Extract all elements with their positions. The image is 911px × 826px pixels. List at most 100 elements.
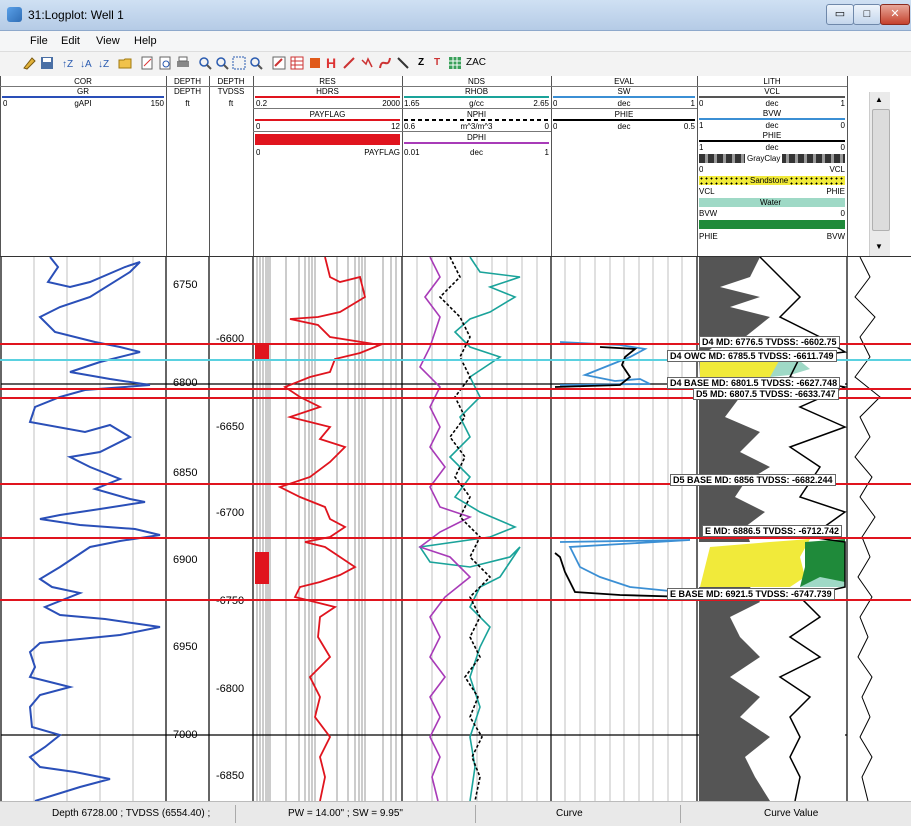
marker-line-d4-owc[interactable] (0, 359, 911, 361)
tvdss-label-6650: -6650 (216, 421, 245, 433)
depth-md-label: DEPTH (173, 87, 202, 96)
vcl-min: 0 (699, 99, 704, 108)
track-title-depth: DEPTH (173, 77, 202, 86)
dphi-unit: dec (470, 148, 483, 157)
grayclay-label: GrayClay (745, 154, 783, 163)
edit-document-icon[interactable] (140, 56, 154, 70)
zac-button[interactable]: ZAC (466, 57, 486, 68)
hydrocarbon-right: BVW (826, 232, 845, 241)
bvw-max: 0 (840, 121, 845, 130)
marker-line-d5-base[interactable] (0, 483, 911, 485)
marker-line-d4-base[interactable] (0, 388, 911, 390)
zoom-reset-icon[interactable] (249, 56, 263, 70)
sort-ascending-icon[interactable]: ↑Z (62, 56, 76, 70)
tvdss-label-6750: -6750 (216, 595, 245, 607)
depth-label-6850: 6850 (173, 467, 198, 479)
phie-lith-scale-line (699, 140, 845, 142)
marker-line-e-base[interactable] (0, 599, 911, 601)
curve-name-hdrs: HDRS (316, 87, 339, 96)
folder-icon[interactable] (118, 56, 132, 70)
status-pw-sw: PW = 14.00" ; SW = 9.95" (288, 808, 403, 819)
gr-scale-line (2, 96, 164, 98)
status-curve-value: Curve Value (764, 808, 819, 819)
menu-file[interactable]: File (30, 35, 48, 47)
curve-icon[interactable] (378, 56, 392, 70)
marker-line-d5[interactable] (0, 397, 911, 399)
zoom-out-icon[interactable] (215, 56, 229, 70)
phie-lith-max: 0 (840, 143, 845, 152)
nphi-min: 0.6 (404, 122, 416, 131)
marker-line-e[interactable] (0, 537, 911, 539)
marker-label-d4: D4 MD: 6776.5 TVDSS: -6602.75 (699, 336, 840, 348)
depth-tvdss-label: TVDSS (217, 87, 245, 96)
curve-name-bvw: BVW (762, 109, 782, 118)
nphi-unit: m^3/m^3 (460, 122, 493, 131)
grayclay-left: 0 (699, 165, 704, 174)
payflag-fill-swatch (255, 134, 400, 145)
bvw-unit: dec (765, 121, 779, 130)
curve-name-sw: SW (617, 87, 631, 96)
bvw-scale-line (699, 118, 845, 120)
rhob-max: 2.65 (533, 99, 549, 108)
track-h-icon[interactable]: H (326, 55, 337, 71)
svg-text:↓A: ↓A (80, 59, 92, 70)
tvdss-label-6800: -6800 (216, 683, 245, 695)
marker-label-e-base: E BASE MD: 6921.5 TVDSS: -6747.739 (667, 588, 835, 600)
payflag-fill-min: 0 (256, 148, 261, 157)
payflag-max: 12 (391, 122, 400, 131)
polyline-icon[interactable] (360, 56, 374, 70)
header-scrollbar[interactable]: ▲ ▼ (869, 92, 890, 256)
save-icon[interactable] (40, 56, 54, 70)
water-left: BVW (699, 209, 718, 218)
marker-line-d4[interactable] (0, 343, 911, 345)
scroll-up-icon[interactable]: ▲ (875, 95, 883, 104)
menu-edit[interactable]: Edit (61, 35, 80, 47)
minimize-button[interactable]: ▭ (826, 4, 854, 25)
maximize-button[interactable]: □ (853, 4, 881, 25)
bvw-min: 1 (699, 121, 704, 130)
sort-z-icon[interactable]: ↓Z (98, 56, 112, 70)
edit-template-icon[interactable] (272, 56, 286, 70)
nphi-scale-line (404, 119, 549, 121)
grid-icon[interactable] (448, 56, 462, 70)
menu-view[interactable]: View (96, 35, 120, 47)
line-icon[interactable] (342, 56, 356, 70)
menu-help[interactable]: Help (134, 35, 157, 47)
print-icon[interactable] (176, 56, 190, 70)
table-icon[interactable] (290, 56, 304, 70)
curve-name-vcl: VCL (764, 87, 780, 96)
sw-min: 0 (553, 99, 558, 108)
status-depth: Depth 6728.00 ; TVDSS (6554.40) ; (52, 808, 211, 819)
zoom-fit-icon[interactable] (232, 56, 246, 70)
phie-eval-scale-line (553, 119, 695, 121)
gr-unit: gAPI (74, 99, 92, 108)
track-title-depth-tvdss: DEPTH (217, 77, 245, 86)
print-preview-icon[interactable] (158, 56, 172, 70)
marker-label-d4-owc: D4 OWC MD: 6785.5 TVDSS: -6611.749 (667, 350, 837, 362)
depth-label-7000: 7000 (173, 729, 198, 741)
depth-label-6950: 6950 (173, 641, 198, 653)
log-plot-area[interactable]: 6750 6800 6850 6900 6950 7000 -6600 -665… (0, 257, 911, 801)
window-title: 31:Logplot: Well 1 (28, 8, 124, 22)
svg-text:↑Z: ↑Z (62, 59, 73, 70)
depth-md-unit: ft (185, 99, 190, 108)
water-label: Water (760, 198, 782, 207)
fill-icon[interactable] (308, 56, 322, 70)
curve-name-phie-eval: PHIE (614, 110, 634, 119)
text-tool-button[interactable]: T (434, 57, 441, 68)
marker-label-d5: D5 MD: 6807.5 TVDSS: -6633.747 (693, 388, 839, 400)
tvdss-label-6600: -6600 (216, 333, 245, 345)
dphi-scale-line (404, 142, 549, 144)
backslash-icon[interactable] (396, 56, 410, 70)
sort-descending-icon[interactable]: ↓A (80, 56, 94, 70)
tvdss-label-6850: -6850 (216, 770, 245, 782)
scrollbar-thumb[interactable] (872, 109, 890, 231)
dphi-min: 0.01 (404, 148, 420, 157)
z-tool-button[interactable]: Z (418, 57, 425, 68)
pencil-icon[interactable] (22, 56, 36, 70)
scroll-down-icon[interactable]: ▼ (875, 242, 883, 251)
zoom-in-icon[interactable] (198, 56, 212, 70)
close-button[interactable]: ✕ (880, 4, 910, 25)
vcl-unit: dec (765, 99, 779, 108)
curve-name-nphi: NPHI (466, 110, 487, 119)
